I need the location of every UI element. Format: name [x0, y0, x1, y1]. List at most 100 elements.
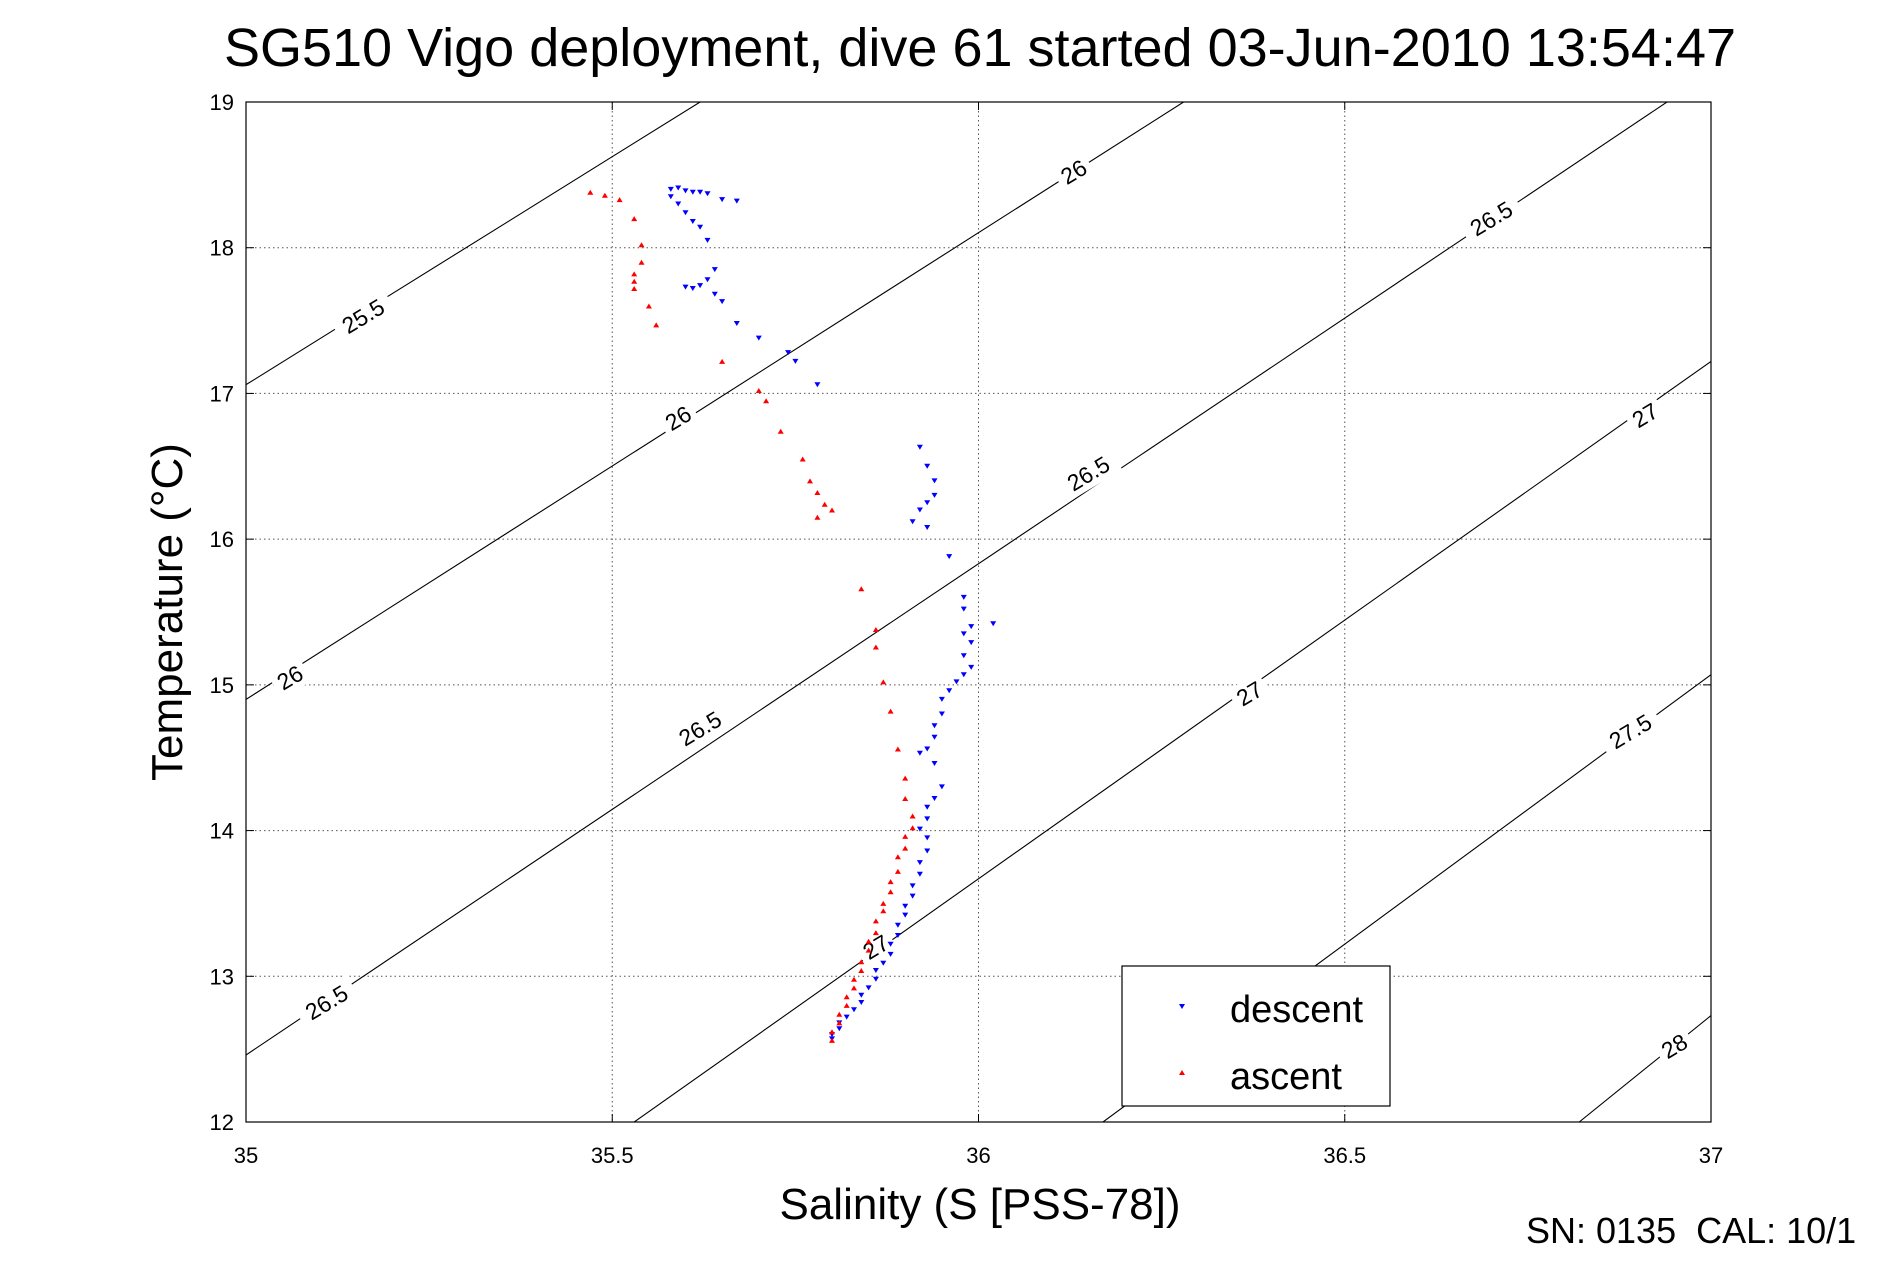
- legend-descent-marker: [1179, 1004, 1185, 1009]
- descent-point: [785, 350, 792, 356]
- ascent-point: [872, 644, 879, 650]
- ascent-point: [894, 854, 901, 860]
- descent-point: [704, 277, 711, 283]
- descent-point: [953, 679, 960, 685]
- ascent-point: [894, 868, 901, 874]
- descent-point: [689, 189, 696, 195]
- descent-point: [689, 219, 696, 224]
- ascent-point: [902, 845, 909, 851]
- descent-point: [916, 444, 923, 450]
- descent-point: [916, 860, 923, 866]
- ascent-point: [653, 322, 660, 328]
- ascent-point: [616, 197, 623, 203]
- contour-label: 27.5: [1596, 703, 1665, 760]
- descent-point: [697, 224, 704, 230]
- descent-point: [865, 985, 872, 991]
- descent-point: [924, 463, 931, 469]
- ascent-point: [638, 259, 645, 265]
- contour-label-bg: [1226, 672, 1273, 715]
- isopycnal-line: [246, 102, 1668, 1056]
- descent-point: [924, 746, 931, 752]
- legend-ascent-label: ascent: [1230, 1056, 1342, 1098]
- descent-point: [675, 201, 682, 207]
- descent-point: [916, 507, 923, 513]
- descent-point: [675, 185, 682, 191]
- descent-point: [968, 624, 975, 630]
- contour-label-bg: [329, 288, 397, 345]
- contour-label: 26.5: [1457, 190, 1526, 247]
- ascent-point: [836, 1011, 843, 1017]
- descent-point: [711, 291, 718, 297]
- descent-point: [916, 871, 923, 877]
- contour-label-bg: [1596, 703, 1665, 760]
- ascent-point: [909, 825, 916, 831]
- descent-point: [711, 267, 718, 273]
- descent-point: [682, 210, 689, 216]
- ascent-point: [872, 627, 879, 632]
- contour-label: 26.5: [1054, 445, 1123, 502]
- x-axis-label: Salinity (S [PSS-78]): [779, 1180, 1180, 1229]
- y-tick-label: 14: [210, 819, 234, 844]
- descent-point: [931, 478, 938, 484]
- descent-point: [931, 723, 938, 729]
- descent-point: [924, 816, 931, 822]
- ascent-point: [587, 189, 594, 195]
- descent-point: [902, 903, 909, 909]
- ascent-point: [887, 708, 894, 714]
- ascent-point: [865, 947, 872, 953]
- ascent-point: [872, 918, 879, 924]
- contour-label-bg: [1457, 190, 1526, 247]
- descent-point: [836, 1026, 843, 1032]
- descent-point: [894, 933, 901, 938]
- x-tick-label: 36.5: [1323, 1143, 1366, 1168]
- descent-point: [960, 594, 967, 600]
- ascent-point: [601, 192, 608, 198]
- descent-point: [960, 653, 967, 659]
- isopycnal-line: [246, 102, 701, 386]
- ascent-point: [902, 833, 909, 839]
- contour-label: 26: [1051, 150, 1097, 194]
- descent-point: [938, 784, 945, 790]
- descent-point: [931, 492, 938, 498]
- contour-label-bg: [1651, 1024, 1698, 1068]
- descent-point: [667, 186, 674, 192]
- descent-point: [697, 189, 704, 195]
- serial-calibration-footer: SN: 0135 CAL: 10/1: [1526, 1210, 1857, 1251]
- descent-point: [814, 382, 821, 388]
- ascent-point: [887, 889, 894, 895]
- descent-point: [924, 848, 931, 854]
- contour-label: 27: [1226, 672, 1273, 715]
- contour-label-bg: [655, 396, 701, 440]
- descent-point: [931, 734, 938, 740]
- descent-point: [968, 640, 975, 646]
- descent-point: [858, 1000, 865, 1005]
- descent-point: [733, 198, 740, 204]
- ascent-point: [858, 959, 865, 965]
- ascent-point: [807, 478, 813, 484]
- ascent-point: [645, 303, 652, 309]
- descent-point: [682, 284, 689, 290]
- ascent-point: [851, 985, 857, 991]
- ascent-point: [909, 813, 916, 819]
- ascent-point: [638, 242, 645, 248]
- ascent-point: [777, 428, 784, 434]
- contour-label: 26: [655, 396, 701, 440]
- descent-point: [697, 283, 704, 289]
- legend: descent ascent: [1121, 965, 1391, 1107]
- descent-point: [960, 672, 967, 678]
- contour-label: 26.5: [666, 700, 734, 757]
- ascent-point: [763, 398, 770, 404]
- descent-point: [704, 191, 711, 197]
- descent-point: [909, 519, 916, 525]
- ascent-point: [858, 968, 865, 973]
- isopycnal-line: [246, 102, 1184, 700]
- contour-label-bg: [1051, 150, 1097, 194]
- y-tick-label: 18: [210, 236, 234, 261]
- contour-label-bg: [267, 656, 313, 699]
- descent-point: [924, 525, 931, 530]
- ascent-point: [887, 879, 894, 885]
- contour-label-bg: [292, 974, 361, 1031]
- ascent-point: [631, 278, 638, 284]
- descent-point: [851, 1007, 857, 1013]
- descent-point: [887, 951, 894, 957]
